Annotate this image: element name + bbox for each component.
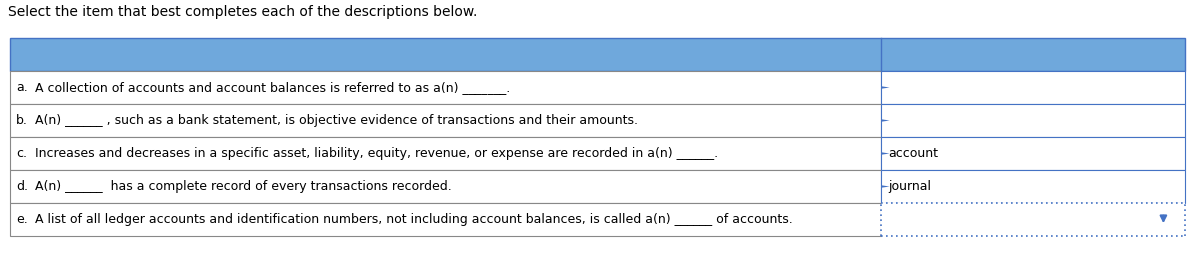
Text: journal: journal <box>888 180 931 193</box>
Bar <box>881 170 1186 203</box>
Text: Increases and decreases in a specific asset, liability, equity, revenue, or expe: Increases and decreases in a specific as… <box>35 147 719 160</box>
Polygon shape <box>881 185 889 188</box>
Bar <box>881 203 1186 236</box>
Text: A(n) ______  has a complete record of every transactions recorded.: A(n) ______ has a complete record of eve… <box>35 180 452 193</box>
Text: d.: d. <box>16 180 28 193</box>
Text: A collection of accounts and account balances is referred to as a(n) _______.: A collection of accounts and account bal… <box>35 81 510 94</box>
Text: A(n) ______ , such as a bank statement, is objective evidence of transactions an: A(n) ______ , such as a bank statement, … <box>35 114 638 127</box>
Text: c.: c. <box>16 147 28 160</box>
Bar <box>10 170 881 203</box>
Bar <box>10 203 881 236</box>
Polygon shape <box>881 119 889 122</box>
Bar <box>881 104 1186 137</box>
Text: b.: b. <box>16 114 28 127</box>
Bar <box>10 38 1186 71</box>
Bar <box>10 104 881 137</box>
Polygon shape <box>881 152 889 155</box>
Polygon shape <box>881 86 889 89</box>
Bar <box>10 137 881 170</box>
Text: account: account <box>888 147 938 160</box>
Text: a.: a. <box>16 81 28 94</box>
Text: e.: e. <box>16 213 28 226</box>
Text: A list of all ledger accounts and identification numbers, not including account : A list of all ledger accounts and identi… <box>35 213 793 226</box>
Bar <box>10 71 881 104</box>
Text: Select the item that best completes each of the descriptions below.: Select the item that best completes each… <box>8 5 478 19</box>
Bar <box>881 71 1186 104</box>
Bar <box>881 137 1186 170</box>
